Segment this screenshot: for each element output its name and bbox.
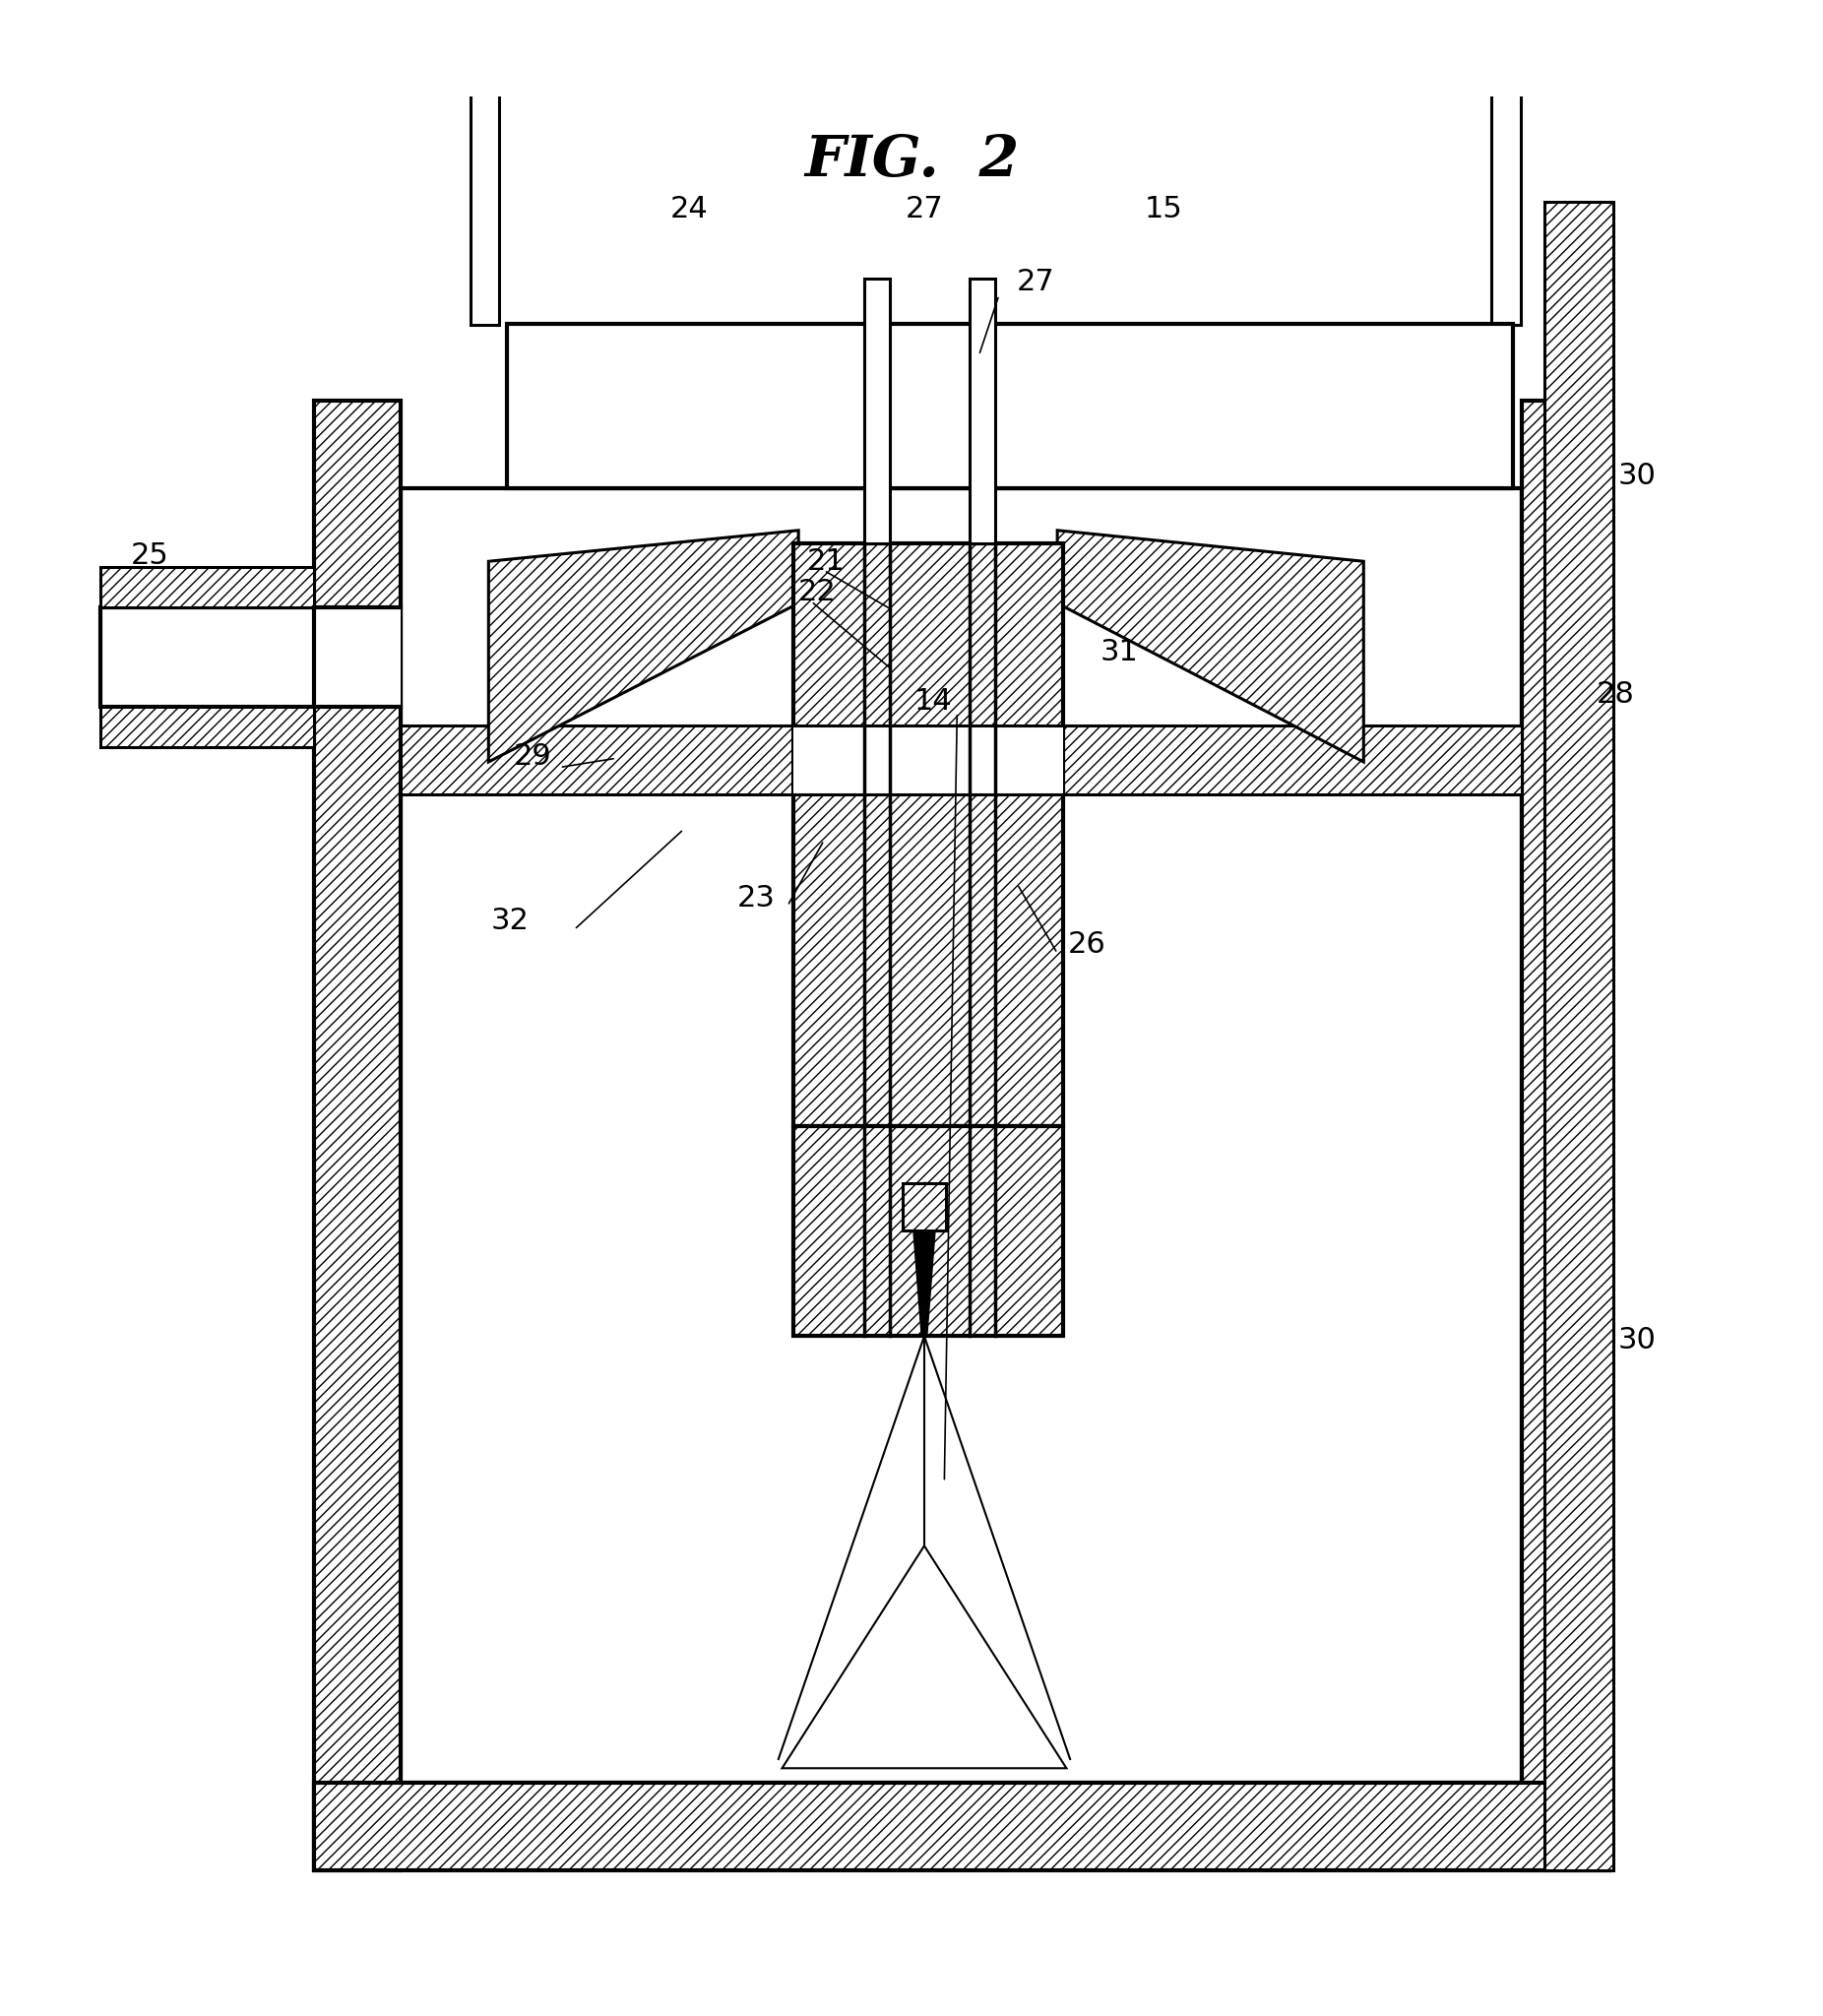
- Text: 29: 29: [514, 742, 551, 770]
- Bar: [864, 278, 890, 542]
- Bar: [1491, 0, 1520, 325]
- Bar: [1544, 202, 1613, 1871]
- Bar: [401, 488, 1522, 1782]
- Bar: [970, 278, 995, 542]
- Text: 28: 28: [1597, 679, 1633, 710]
- Bar: [793, 542, 1063, 1127]
- Bar: [1063, 726, 1522, 794]
- Polygon shape: [913, 1230, 935, 1337]
- Text: 14: 14: [915, 687, 952, 716]
- Bar: [1522, 401, 1610, 1871]
- Text: 25: 25: [131, 542, 168, 571]
- Bar: [100, 708, 314, 748]
- Bar: [100, 566, 314, 607]
- Bar: [314, 1782, 1610, 1871]
- Bar: [507, 325, 1513, 488]
- Text: 32: 32: [492, 907, 529, 935]
- Bar: [100, 607, 314, 708]
- Bar: [470, 0, 500, 325]
- Text: 30: 30: [1619, 1327, 1655, 1355]
- Bar: [793, 1127, 1063, 1337]
- Bar: [793, 726, 1063, 794]
- Bar: [902, 1183, 946, 1230]
- Text: 24: 24: [671, 196, 707, 224]
- Text: 31: 31: [1101, 639, 1138, 667]
- Text: 21: 21: [808, 546, 844, 577]
- Text: 27: 27: [1017, 268, 1054, 296]
- Text: FIG.  2: FIG. 2: [804, 133, 1019, 187]
- Text: 15: 15: [1145, 196, 1181, 224]
- Polygon shape: [489, 530, 798, 762]
- Text: 30: 30: [1619, 462, 1655, 490]
- Text: 27: 27: [906, 196, 942, 224]
- Text: 23: 23: [738, 885, 775, 913]
- Polygon shape: [782, 1546, 1066, 1768]
- Bar: [314, 401, 401, 1871]
- Bar: [401, 726, 793, 794]
- Text: 26: 26: [1068, 929, 1105, 958]
- Text: 22: 22: [798, 579, 835, 607]
- Bar: [314, 607, 401, 708]
- Polygon shape: [1057, 530, 1364, 762]
